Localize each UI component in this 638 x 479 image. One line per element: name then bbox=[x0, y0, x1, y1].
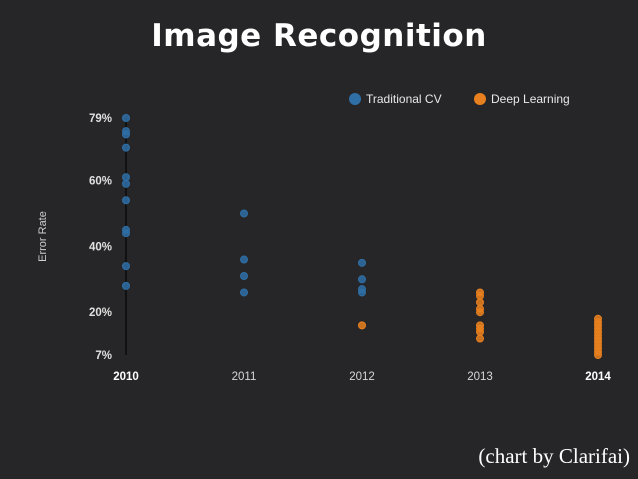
chart-points bbox=[122, 114, 602, 359]
data-point-traditional bbox=[358, 258, 366, 267]
data-point-traditional bbox=[122, 196, 130, 205]
y-tick-label: 79% bbox=[89, 113, 112, 125]
x-tick-label: 2012 bbox=[349, 371, 375, 383]
data-point-traditional bbox=[240, 288, 248, 297]
data-point-traditional bbox=[122, 130, 130, 139]
data-point-deep bbox=[476, 334, 484, 343]
data-point-deep bbox=[594, 351, 602, 359]
y-tick-label: 60% bbox=[89, 176, 112, 188]
x-tick-label: 2013 bbox=[467, 371, 493, 383]
data-point-traditional bbox=[240, 209, 248, 218]
data-point-traditional bbox=[122, 173, 130, 182]
y-axis-label: Error Rate bbox=[37, 211, 49, 262]
data-point-traditional bbox=[240, 255, 248, 264]
data-point-deep bbox=[476, 298, 484, 307]
chart-credit: (chart by Clarifai) bbox=[478, 444, 630, 468]
y-tick-label: 40% bbox=[89, 241, 112, 253]
x-tick-label: 2011 bbox=[232, 371, 257, 383]
legend-marker-traditional bbox=[349, 93, 361, 105]
y-tick-label: 20% bbox=[89, 307, 112, 319]
data-point-traditional bbox=[122, 281, 130, 290]
chart-axis: 79% 60% 40% 20% 7%2010 2011 2012 2013 2014 Error … bbox=[37, 113, 611, 383]
data-point-traditional bbox=[122, 143, 130, 152]
data-point-deep bbox=[476, 291, 484, 300]
data-point-traditional bbox=[122, 179, 130, 188]
data-point-deep bbox=[358, 321, 366, 330]
x-tick-label: 2014 bbox=[585, 371, 611, 383]
data-point-traditional bbox=[358, 288, 366, 297]
legend-marker-deep bbox=[474, 93, 486, 105]
y-tick-label: 7% bbox=[95, 350, 112, 362]
legend-label-traditional: Traditional CV bbox=[366, 92, 442, 106]
data-point-traditional bbox=[122, 262, 130, 271]
legend-label-deep: Deep Learning bbox=[491, 92, 570, 106]
data-point-traditional bbox=[358, 275, 366, 284]
data-point-deep bbox=[476, 308, 484, 317]
x-tick-label: 2010 bbox=[113, 371, 139, 383]
chart-legend: Traditional CV Deep Learning bbox=[349, 92, 570, 106]
page-title: Image Recognition bbox=[151, 18, 487, 54]
data-point-traditional bbox=[122, 114, 130, 122]
data-point-deep bbox=[476, 327, 484, 336]
data-point-traditional bbox=[122, 229, 130, 238]
data-point-traditional bbox=[240, 272, 248, 280]
